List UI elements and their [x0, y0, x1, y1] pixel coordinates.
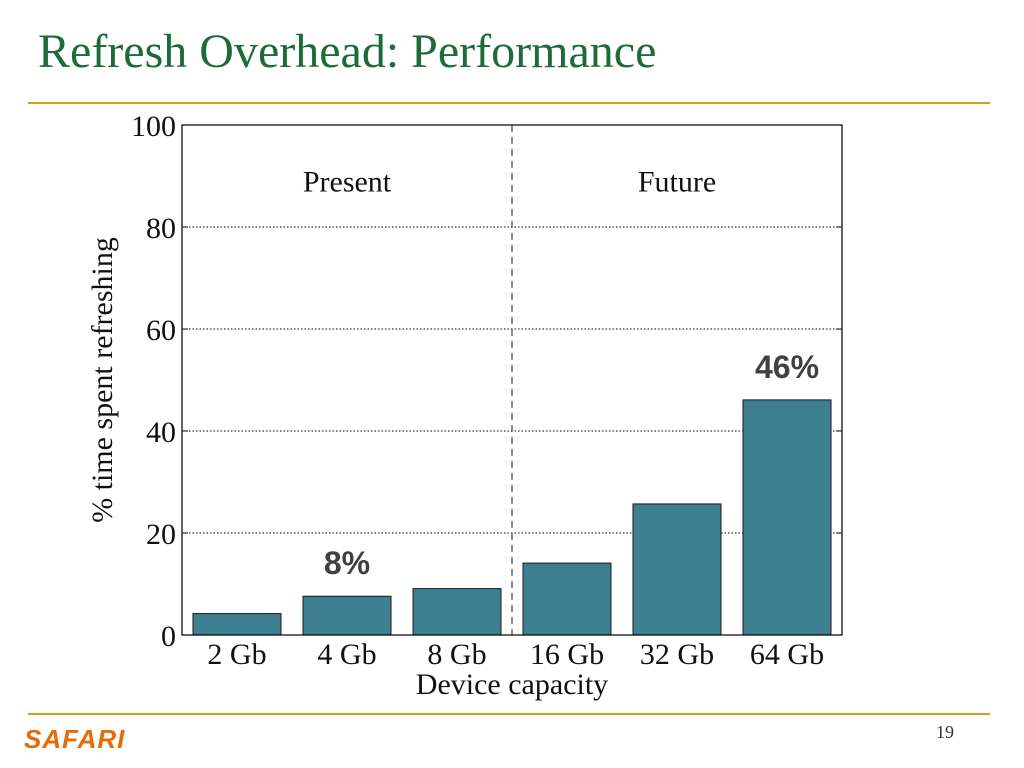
bar: [742, 399, 832, 636]
x-tick-label: 16 Gb: [530, 638, 604, 671]
title-divider: [28, 102, 990, 104]
x-axis-label: Device capacity: [416, 668, 608, 701]
plot-frame: [181, 124, 843, 636]
callouts: 8% 46%: [324, 349, 819, 581]
x-tick-labels: 2 Gb 4 Gb 8 Gb 16 Gb 32 Gb 64 Gb: [207, 638, 824, 671]
bar: [302, 595, 392, 636]
y-tick-label: 60: [146, 314, 176, 347]
region-label: Present: [303, 165, 392, 198]
y-tick-labels: 0 20 40 60 80 100: [131, 110, 176, 653]
bar: [412, 588, 502, 636]
footer-divider: [28, 713, 990, 715]
y-tick-label: 100: [131, 110, 176, 143]
bar: [632, 503, 722, 636]
y-tick-label: 0: [161, 620, 176, 653]
grid-lines: [182, 125, 842, 635]
region-labels: Present Future: [303, 165, 716, 198]
value-callout: 46%: [755, 349, 819, 385]
safari-logo: SAFARI: [24, 724, 126, 754]
y-tick-label: 20: [146, 518, 176, 551]
y-tick-label: 40: [146, 416, 176, 449]
x-tick-label: 64 Gb: [750, 638, 824, 671]
axes: [181, 124, 843, 636]
bars: [192, 399, 832, 636]
y-axis-label: % time spent refreshing: [86, 237, 119, 523]
x-tick-label: 32 Gb: [640, 638, 714, 671]
slide-title: Refresh Overhead: Performance: [38, 25, 657, 78]
value-callout: 8%: [324, 545, 370, 581]
page-number: 19: [936, 722, 954, 742]
x-tick-label: 8 Gb: [427, 638, 486, 671]
x-tick-label: 2 Gb: [207, 638, 266, 671]
y-tick-label: 80: [146, 212, 176, 245]
x-tick-label: 4 Gb: [317, 638, 376, 671]
bar: [192, 613, 282, 636]
bar: [522, 562, 612, 636]
region-label: Future: [638, 165, 716, 198]
